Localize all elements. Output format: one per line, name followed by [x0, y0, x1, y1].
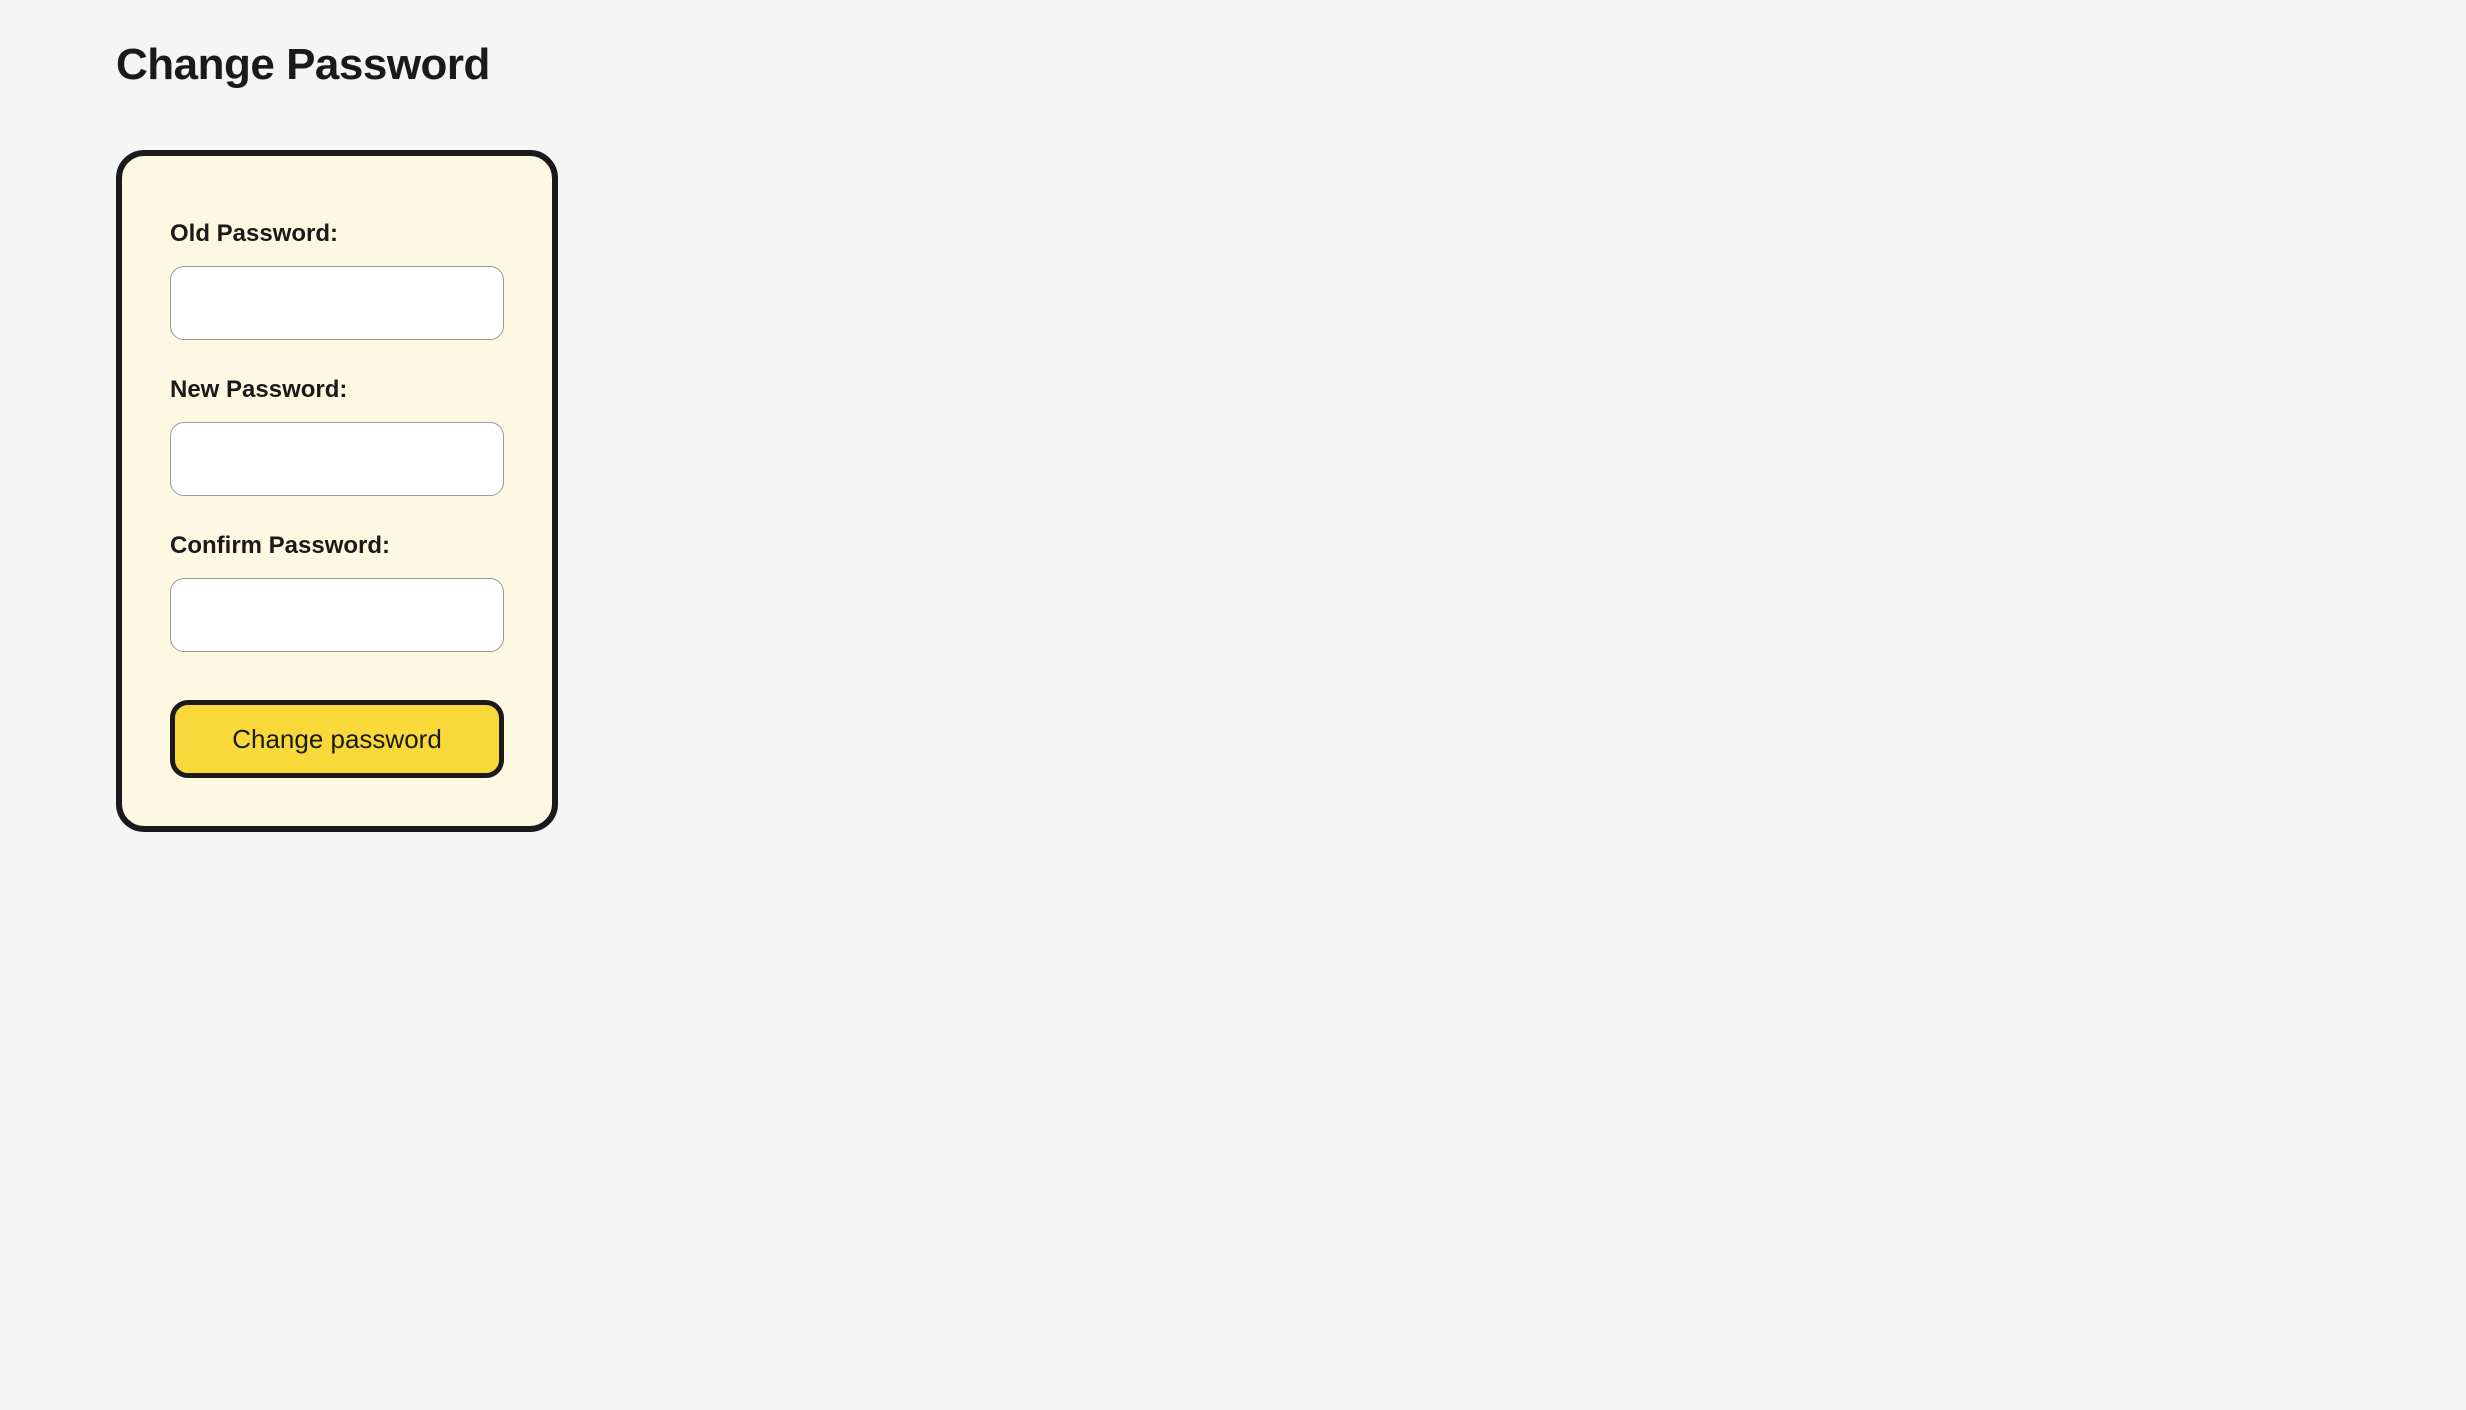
page-title: Change Password	[116, 40, 2350, 90]
old-password-label: Old Password:	[170, 220, 504, 248]
new-password-input[interactable]	[170, 422, 504, 496]
confirm-password-group: Confirm Password:	[170, 532, 504, 652]
change-password-button[interactable]: Change password	[170, 700, 504, 778]
confirm-password-label: Confirm Password:	[170, 532, 504, 560]
old-password-input[interactable]	[170, 266, 504, 340]
old-password-group: Old Password:	[170, 220, 504, 340]
change-password-form-card: Old Password: New Password: Confirm Pass…	[116, 150, 558, 832]
new-password-group: New Password:	[170, 376, 504, 496]
confirm-password-input[interactable]	[170, 578, 504, 652]
new-password-label: New Password:	[170, 376, 504, 404]
